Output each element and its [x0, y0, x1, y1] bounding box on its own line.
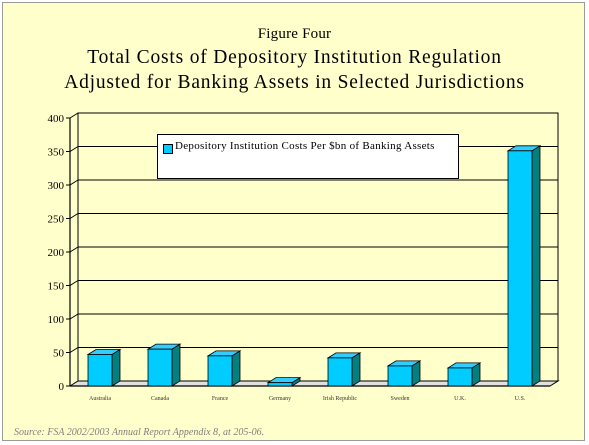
bar-front — [447, 367, 473, 387]
y-tick-label: 150 — [48, 281, 65, 293]
bars — [86, 145, 542, 387]
y-tick-label: 400 — [48, 113, 65, 125]
bar-front — [147, 348, 173, 387]
bar — [326, 352, 362, 387]
x-tick-label: France — [212, 396, 229, 402]
bar-front — [327, 357, 353, 387]
gridline-depth — [69, 280, 79, 286]
x-axis-ticks: Australia Canada France Germany Irish Republ… — [89, 396, 526, 402]
bar — [146, 343, 182, 387]
x-tick-label: Australia — [89, 396, 111, 402]
y-tick-label: 100 — [48, 314, 65, 326]
legend-label: Depository Institution Costs Per $bn of … — [175, 140, 435, 152]
x-tick-label: Canada — [151, 396, 169, 402]
bar — [86, 348, 122, 387]
gridline-depth — [69, 179, 79, 186]
gridline-depth — [69, 313, 79, 320]
gridline-depth — [69, 347, 79, 353]
chart-title-line-2: Adjusted for Banking Assets in Selected … — [64, 72, 525, 93]
bar-front — [267, 382, 293, 387]
y-tick-label: 350 — [48, 147, 65, 159]
legend-swatch — [163, 144, 173, 154]
bar-front — [87, 354, 113, 387]
bar — [446, 362, 482, 387]
gridline-depth — [69, 112, 79, 119]
x-tick-label: U.K. — [454, 396, 466, 402]
gridline-depth — [69, 246, 79, 253]
chart-title-line-1: Total Costs of Depository Institution Re… — [87, 47, 502, 68]
y-tick-label: 200 — [48, 247, 65, 259]
y-tick-label: 0 — [59, 381, 65, 393]
bar-side — [351, 352, 361, 387]
bar-front — [207, 355, 233, 387]
bar-side — [531, 145, 541, 387]
y-tick-label: 250 — [48, 214, 65, 226]
bar-side — [171, 343, 181, 387]
plot-floor — [68, 380, 560, 387]
bar-front — [387, 365, 413, 387]
x-tick-label: Sweden — [391, 396, 410, 402]
figure-label: Figure Four — [257, 26, 332, 42]
chart-legend: Depository Institution Costs Per $bn of … — [157, 134, 459, 179]
source-note: Source: FSA 2002/2003 Annual Report Appe… — [14, 427, 265, 438]
bar-side — [111, 348, 121, 387]
gridline-depth — [69, 146, 79, 152]
bar — [266, 376, 302, 387]
y-tick-label: 50 — [53, 348, 65, 360]
x-tick-label: Germany — [269, 396, 291, 402]
bar — [386, 360, 422, 387]
bar — [206, 350, 242, 387]
bar — [506, 145, 542, 387]
gridline-depth — [69, 213, 79, 219]
x-tick-label: Irish Republic — [323, 396, 357, 402]
bar-front — [507, 150, 533, 387]
y-axis-ticks: 0 50 100 150 200 250 300 350 400 — [48, 113, 70, 393]
y-tick-label: 300 — [48, 180, 65, 192]
bar-side — [231, 350, 241, 387]
x-tick-label: U.S. — [515, 396, 526, 402]
